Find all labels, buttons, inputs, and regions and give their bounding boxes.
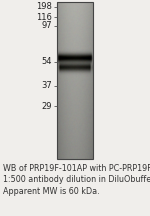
Text: 116: 116 — [36, 13, 52, 22]
Text: 37: 37 — [41, 81, 52, 91]
Text: 29: 29 — [42, 102, 52, 111]
Bar — [57, 2, 93, 159]
Text: WB of PRP19F-101AP with PC-PRP19F.: WB of PRP19F-101AP with PC-PRP19F. — [3, 164, 150, 173]
Text: 54: 54 — [42, 57, 52, 66]
Text: 1:500 antibody dilution in DiluObuffer.: 1:500 antibody dilution in DiluObuffer. — [3, 175, 150, 184]
Text: 97: 97 — [42, 21, 52, 30]
Text: 198: 198 — [36, 2, 52, 11]
Text: Apparent MW is 60 kDa.: Apparent MW is 60 kDa. — [3, 187, 100, 196]
